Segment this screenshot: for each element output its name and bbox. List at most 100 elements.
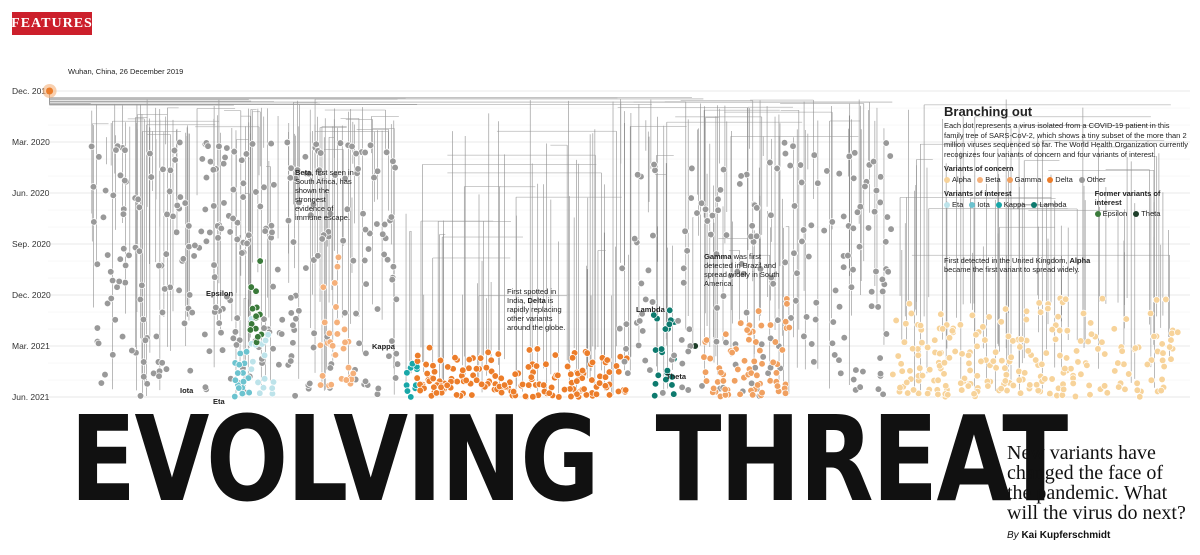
legend-swatch-delta: [1047, 177, 1053, 183]
point-other: [109, 352, 116, 359]
point-alpha: [1163, 296, 1170, 303]
point-other: [682, 228, 689, 235]
point-other: [231, 148, 238, 155]
point-alpha: [1021, 370, 1028, 377]
point-alpha: [1144, 361, 1151, 368]
point-gamma: [753, 339, 760, 346]
point-alpha: [952, 348, 959, 355]
point-alpha: [998, 318, 1005, 325]
point-other: [392, 164, 399, 171]
legend-label-gamma: Gamma: [1015, 175, 1042, 184]
legend-label-lambda: Lambda: [1039, 200, 1066, 209]
point-other: [102, 187, 109, 194]
point-other: [140, 359, 147, 366]
point-alpha: [1153, 297, 1160, 304]
point-other: [230, 335, 237, 342]
point-other: [841, 334, 848, 341]
point-alpha: [957, 380, 964, 387]
point-other: [181, 320, 188, 327]
point-delta: [473, 365, 480, 372]
point-other: [129, 347, 136, 354]
point-alpha: [1073, 348, 1080, 355]
point-alpha: [924, 344, 931, 351]
point-other: [720, 293, 727, 300]
point-delta: [414, 352, 421, 359]
point-other: [224, 145, 231, 152]
legend-interest-row: Eta Iota Kappa Lambda: [944, 200, 1067, 209]
point-other: [698, 200, 705, 207]
point-alpha: [1121, 361, 1128, 368]
point-alpha: [1122, 386, 1129, 393]
point-other: [243, 151, 250, 158]
point-alpha: [935, 377, 942, 384]
point-other: [270, 283, 277, 290]
point-iota: [234, 370, 241, 377]
point-other: [96, 154, 103, 161]
point-alpha: [1147, 310, 1154, 317]
legend-former-row: Epsilon Theta: [1095, 209, 1189, 218]
point-other: [799, 238, 806, 245]
byline-author: Kai Kupferschmidt: [1021, 530, 1110, 541]
legend-concern-heading: Variants of concern: [944, 164, 1189, 173]
legend-label-eta: Eta: [952, 200, 963, 209]
point-delta: [424, 370, 431, 377]
point-other: [715, 196, 722, 203]
point-alpha: [986, 314, 993, 321]
point-other: [288, 294, 295, 301]
point-other: [635, 342, 642, 349]
point-beta: [319, 373, 326, 380]
point-other: [824, 168, 831, 175]
point-other: [88, 143, 95, 150]
point-gamma: [729, 349, 736, 356]
point-alpha: [949, 328, 956, 335]
point-delta: [501, 382, 508, 389]
point-other: [140, 373, 147, 380]
point-alpha: [938, 311, 945, 318]
point-epsilon: [255, 333, 262, 340]
point-other: [176, 287, 183, 294]
point-other: [120, 211, 127, 218]
point-alpha: [1101, 383, 1108, 390]
point-gamma: [720, 378, 727, 385]
point-alpha: [1003, 371, 1010, 378]
point-other: [678, 337, 685, 344]
point-alpha: [1101, 351, 1108, 358]
point-alpha: [1002, 365, 1009, 372]
point-other: [856, 243, 863, 250]
point-alpha: [1086, 382, 1093, 389]
point-delta: [414, 375, 421, 382]
point-other: [689, 165, 696, 172]
delta-annotation: First spotted in India, Delta is rapidly…: [507, 287, 575, 332]
point-other: [219, 347, 226, 354]
point-other: [885, 268, 892, 275]
point-gamma: [731, 377, 738, 384]
point-other: [249, 141, 256, 148]
point-alpha: [1036, 300, 1043, 307]
point-other: [797, 162, 804, 169]
point-other: [159, 359, 166, 366]
point-eta: [248, 366, 255, 373]
point-other: [207, 158, 214, 165]
point-other: [213, 304, 220, 311]
point-other: [832, 287, 839, 294]
point-other: [830, 319, 837, 326]
point-gamma: [779, 347, 786, 354]
point-other: [119, 333, 126, 340]
point-eta: [250, 358, 257, 365]
point-delta: [485, 349, 492, 356]
point-other: [230, 186, 237, 193]
legend-item-alpha: Alpha: [944, 175, 971, 184]
point-other: [153, 333, 160, 340]
point-other: [800, 227, 807, 234]
point-other: [210, 203, 217, 210]
point-other: [389, 276, 396, 283]
point-iota: [240, 378, 247, 385]
root-label: Wuhan, China, 26 December 2019: [68, 67, 183, 76]
point-other: [117, 256, 124, 263]
point-other: [340, 237, 347, 244]
point-other: [210, 166, 217, 173]
point-gamma: [707, 355, 714, 362]
point-alpha: [969, 312, 976, 319]
legend-item-kappa: Kappa: [996, 200, 1026, 209]
point-other: [381, 251, 388, 258]
